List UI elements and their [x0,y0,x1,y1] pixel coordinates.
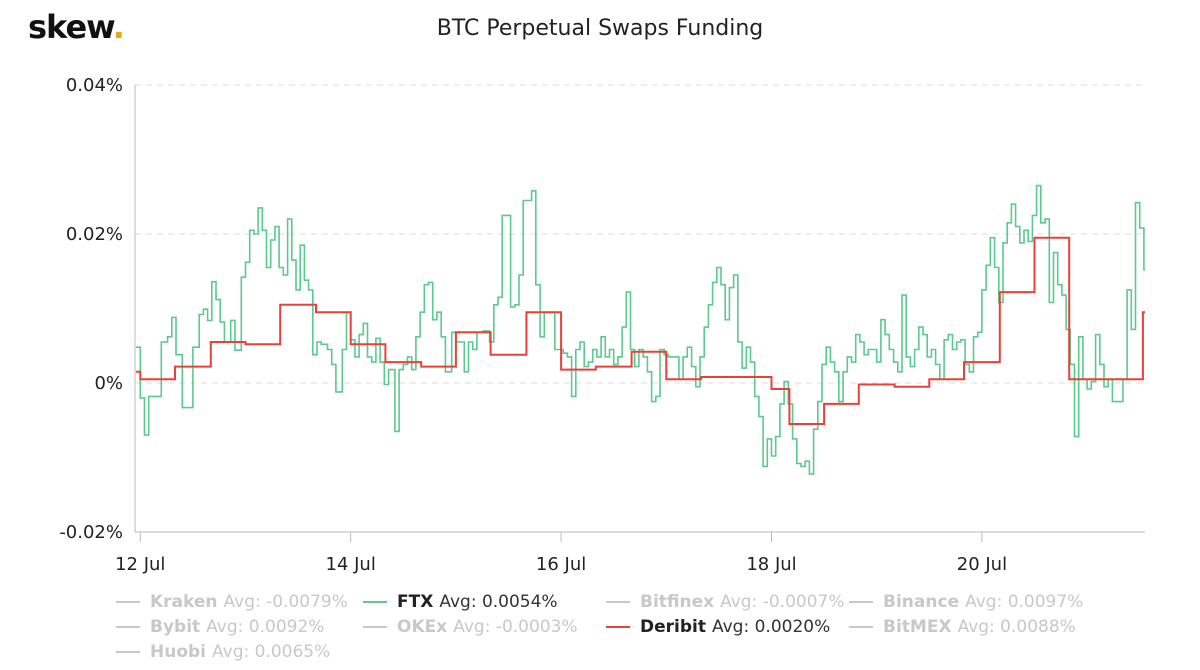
legend-name: BitMEX [883,617,952,637]
legend-avg: Avg: 0.0097% [965,592,1084,612]
legend-item-deribit[interactable]: Deribit Avg: 0.0020% [606,615,830,639]
chart-title: BTC Perpetual Swaps Funding [436,16,764,41]
funding-chart: -0.02% 0% 0.02% 0.04% 12 Jul 14 Jul 16 Jul 18 J… [59,75,1145,575]
legend-item-ftx[interactable]: FTX Avg: 0.0054% [363,590,558,614]
ftx-series-line [136,184,1145,475]
legend-name: Huobi [150,642,207,662]
x-tick-label: 18 Jul [746,554,796,575]
legend-line-icon [849,601,873,603]
legend-item-binance[interactable]: Binance Avg: 0.0097% [849,590,1083,614]
legend-avg: Avg: -0.0079% [223,592,348,612]
legend-avg: Avg: -0.0007% [720,592,845,612]
logo-text: skew [28,8,114,46]
legend-item-huobi[interactable]: Huobi Avg: 0.0065% [116,640,330,664]
legend-name: Kraken [150,592,218,612]
legend-name: Binance [883,592,960,612]
legend-item-bybit[interactable]: Bybit Avg: 0.0092% [116,615,324,639]
legend-avg: Avg: 0.0065% [212,642,331,662]
legend-line-icon [849,626,873,628]
legend-line-icon [363,626,387,628]
legend-name: Deribit [640,617,706,637]
legend-line-icon [363,601,387,603]
x-tick-label: 20 Jul [957,554,1007,575]
legend-line-icon [606,626,630,628]
skew-logo: skew. [28,8,125,46]
legend-name: Bybit [150,617,201,637]
legend-line-icon [116,626,140,628]
y-tick-label: 0% [94,373,123,394]
legend-avg: Avg: 0.0054% [439,592,558,612]
y-tick-label: 0.04% [66,75,123,96]
x-tick-label: 12 Jul [115,554,165,575]
legend-avg: Avg: 0.0020% [711,617,831,637]
legend-item-bitmex[interactable]: BitMEX Avg: 0.0088% [849,615,1076,639]
series-lines [136,184,1145,475]
axes: -0.02% 0% 0.02% 0.04% 12 Jul 14 Jul 16 Jul 18 J… [59,75,1145,575]
legend-line-icon [606,601,630,603]
x-tick-label: 16 Jul [536,554,586,575]
x-tick-label: 14 Jul [326,554,376,575]
legend-item-bitfinex[interactable]: Bitfinex Avg: -0.0007% [606,590,845,614]
legend-line-icon [116,601,140,603]
legend-item-okex[interactable]: OKEx Avg: -0.0003% [363,615,578,639]
legend-name: FTX [397,592,434,612]
legend-item-kraken[interactable]: Kraken Avg: -0.0079% [116,590,348,614]
legend-avg: Avg: -0.0003% [453,617,578,637]
logo-dot: . [112,8,125,46]
legend-line-icon [116,651,140,653]
legend-avg: Avg: 0.0088% [957,617,1076,637]
grid-lines [135,84,1145,384]
legend-name: OKEx [397,617,448,637]
y-tick-label: -0.02% [59,522,123,543]
legend-avg: Avg: 0.0092% [206,617,325,637]
deribit-series-line [136,236,1145,425]
legend-name: Bitfinex [640,592,715,612]
y-tick-label: 0.02% [66,224,123,245]
